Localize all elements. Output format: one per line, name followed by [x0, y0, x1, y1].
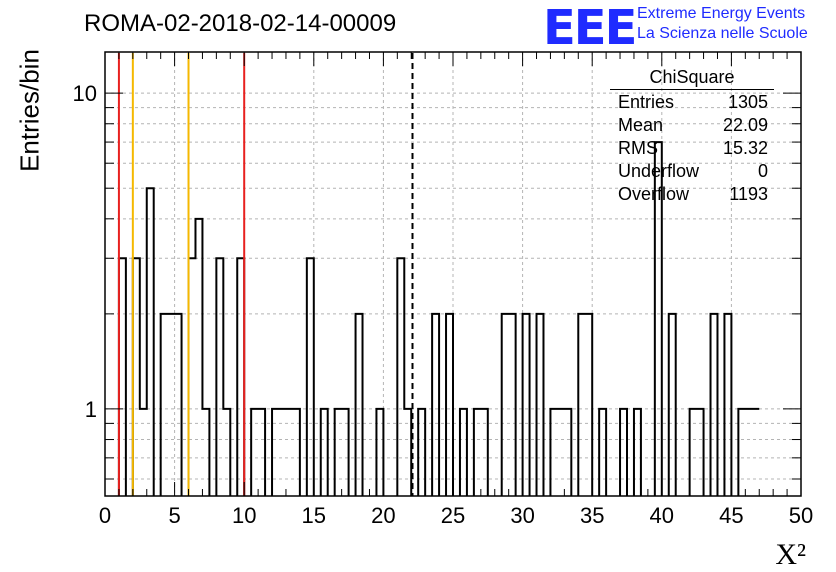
x-tick-label: 15	[302, 503, 326, 528]
x-tick-label: 45	[719, 503, 743, 528]
stats-label: RMS	[618, 138, 658, 158]
x-tick-label: 0	[99, 503, 111, 528]
histogram-bin	[711, 314, 718, 496]
stats-value: 1193	[729, 184, 768, 204]
histogram-bin	[342, 409, 349, 496]
x-tick-label: 35	[580, 503, 604, 528]
histogram-bin	[140, 409, 147, 496]
histogram-bin	[216, 258, 223, 496]
stats-row: Mean 22.09	[610, 115, 774, 138]
histogram-bin	[272, 409, 279, 496]
x-tick-label: 20	[371, 503, 395, 528]
histogram-bin	[404, 409, 411, 496]
histogram-bin	[724, 314, 731, 496]
histogram-bin	[460, 409, 467, 496]
x-axis-label: X²	[775, 538, 806, 571]
histogram-bin	[474, 409, 481, 496]
histogram-bin	[432, 314, 439, 496]
histogram-bin	[620, 409, 627, 496]
histogram-bin	[195, 219, 202, 496]
stats-value: 0	[757, 161, 768, 181]
histogram-bin	[502, 314, 509, 496]
histogram-bin	[147, 188, 154, 496]
stats-box: ChiSquare Entries 1305 Mean 22.09 RMS 15…	[610, 67, 774, 207]
histogram-bin	[697, 409, 704, 496]
logo-line-1: Extreme Energy Events	[637, 5, 806, 22]
histogram-bin	[634, 409, 641, 496]
histogram-bin	[669, 314, 676, 496]
histogram-bin	[335, 409, 342, 496]
eee-logo: EEE	[543, 0, 637, 56]
histogram-bin	[223, 409, 230, 496]
histogram-bin	[321, 409, 328, 496]
x-tick-label: 30	[510, 503, 534, 528]
x-tick-label: 25	[441, 503, 465, 528]
histogram-bin	[509, 314, 516, 496]
histogram-bin	[237, 258, 244, 496]
histogram-bin	[599, 409, 606, 496]
histogram-bin	[133, 258, 140, 496]
histogram-bin	[286, 409, 293, 496]
histogram-bin	[585, 314, 592, 496]
stats-value: 15.32	[722, 138, 768, 158]
histogram-bin	[307, 258, 314, 496]
histogram-bin	[537, 314, 544, 496]
histogram-bin	[481, 409, 488, 496]
histogram-bin	[251, 409, 258, 496]
x-tick-label: 40	[650, 503, 674, 528]
stats-value: 1305	[727, 92, 768, 112]
histogram-bin	[258, 409, 265, 496]
x-tick-label: 50	[789, 503, 813, 528]
stats-label: Underflow	[618, 161, 700, 181]
histogram-bin	[690, 409, 697, 496]
histogram-bin	[550, 409, 557, 496]
plot-title: ROMA-02-2018-02-14-00009	[84, 10, 397, 37]
histogram-bin	[168, 314, 175, 496]
x-tick-label: 10	[232, 503, 256, 528]
histogram-bin	[564, 409, 571, 496]
stats-label: Overflow	[618, 184, 690, 204]
stats-label: Entries	[618, 92, 675, 112]
histogram-bin	[202, 409, 209, 496]
histogram-bin	[356, 314, 363, 496]
stats-row: Entries 1305	[610, 92, 774, 115]
x-tick-label: 5	[168, 503, 180, 528]
histogram-bin	[745, 409, 752, 496]
histogram-bin	[557, 409, 564, 496]
stats-name: ChiSquare	[610, 67, 774, 90]
histogram-bin	[578, 314, 585, 496]
histogram-bin	[161, 314, 168, 496]
stats-value: 22.09	[722, 115, 768, 135]
histogram-bin	[279, 409, 286, 496]
stats-row: Overflow 1193	[610, 184, 774, 207]
y-tick-label: 10	[73, 81, 97, 106]
histogram-bin	[738, 409, 745, 496]
stats-row: Underflow 0	[610, 161, 774, 184]
y-tick-label: 1	[85, 397, 97, 422]
histogram-bin	[175, 314, 182, 496]
stats-label: Mean	[618, 115, 664, 135]
histogram-bin	[189, 258, 196, 496]
histogram-bin	[752, 409, 759, 496]
logo-line-2: La Scienza nelle Scuole	[637, 25, 808, 42]
histogram-bin	[293, 409, 300, 496]
stats-row: RMS 15.32	[610, 138, 774, 161]
histogram-bin	[119, 258, 126, 496]
histogram-bin	[523, 314, 530, 496]
histogram-bin	[376, 409, 383, 496]
histogram-bin	[418, 409, 425, 496]
histogram-bin	[397, 258, 404, 496]
histogram-bin	[446, 314, 453, 496]
